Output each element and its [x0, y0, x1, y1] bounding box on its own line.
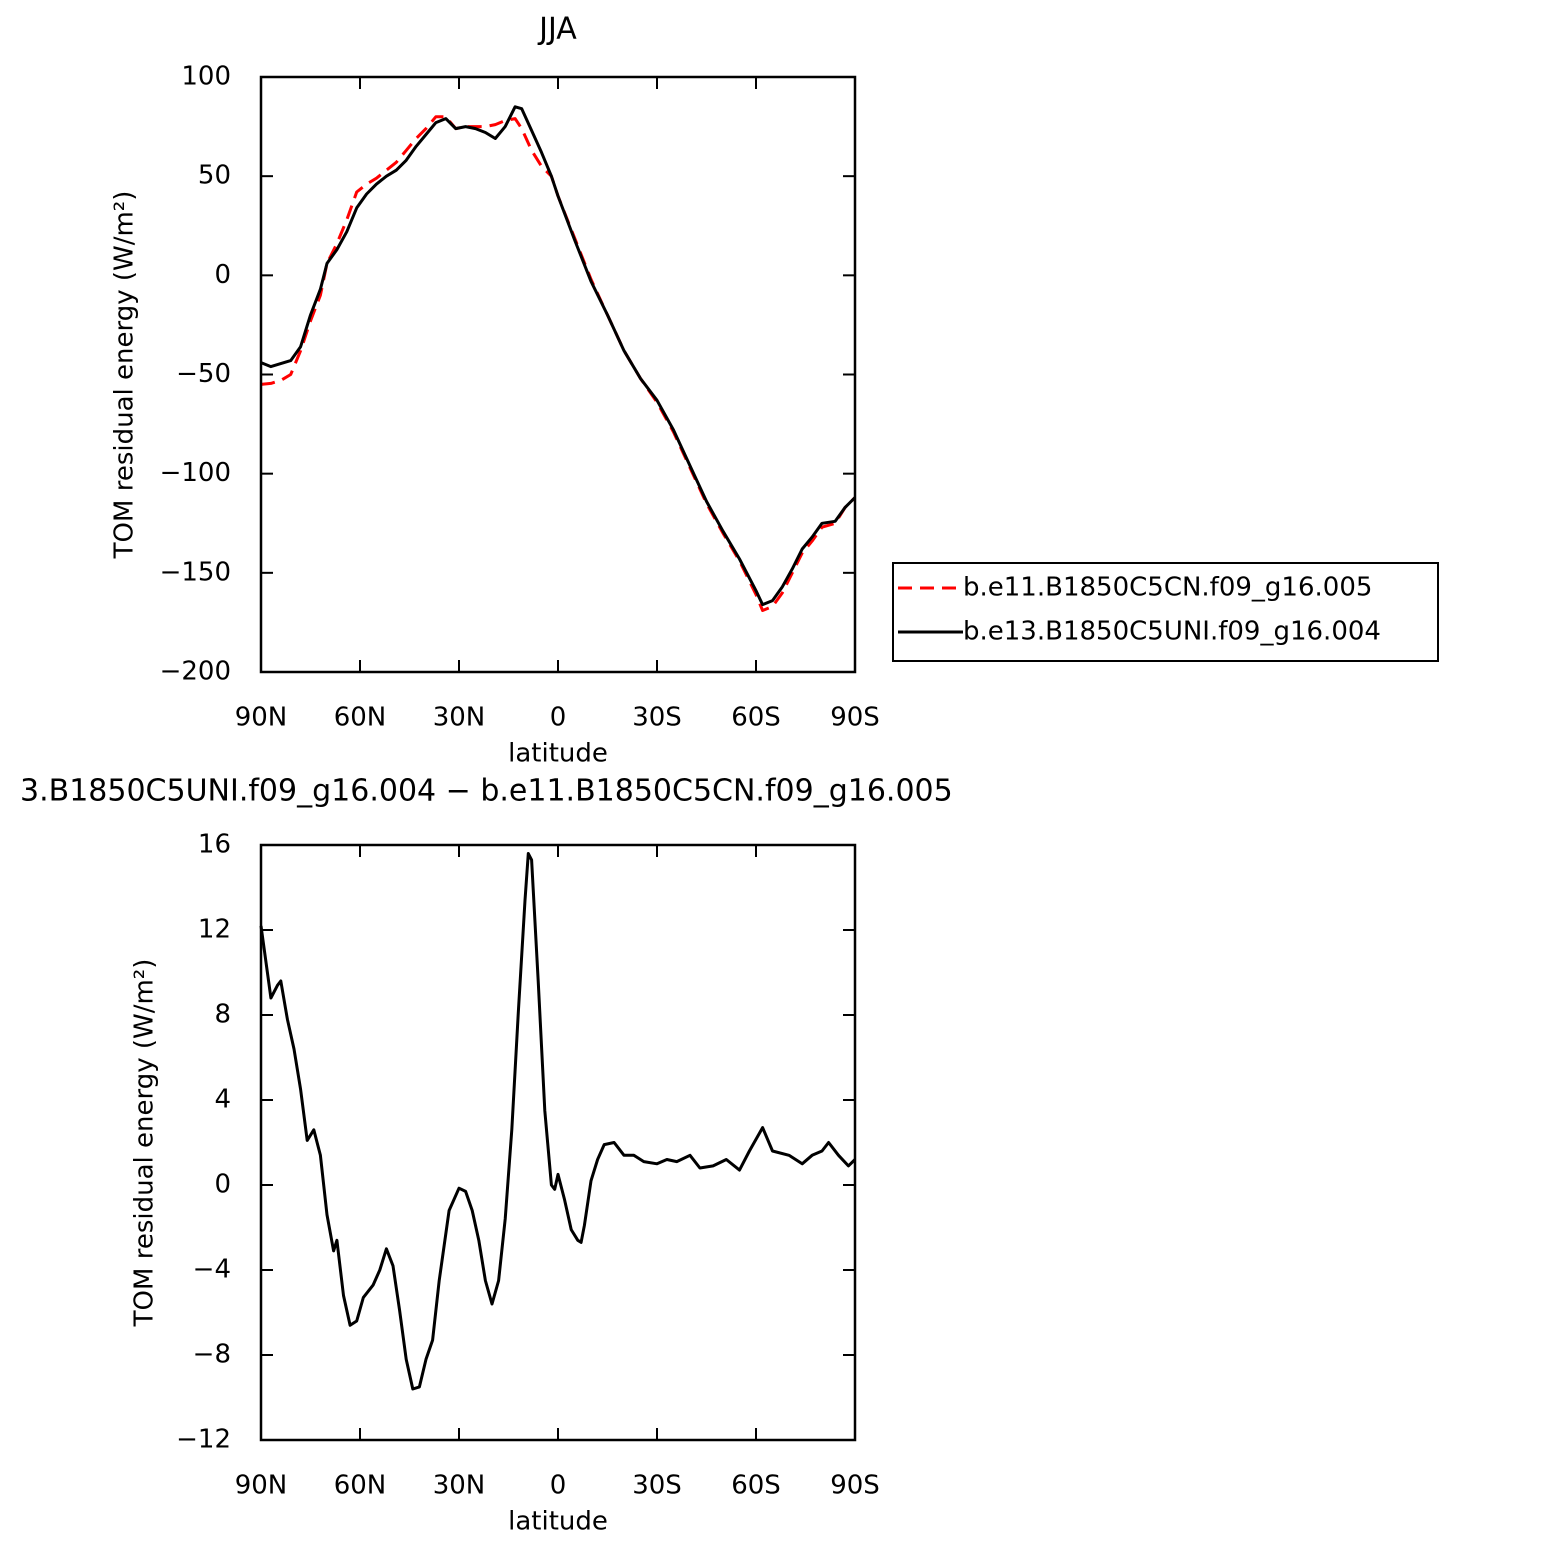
y-tick-label: −150	[160, 557, 231, 587]
data-line	[260, 105, 857, 607]
y-axis-label: TOM residual energy (W/m²)	[130, 959, 160, 1328]
y-tick-label: −200	[160, 657, 231, 687]
y-tick-label: −4	[193, 1255, 231, 1285]
x-tick-label: 30N	[433, 1471, 486, 1501]
x-tick-label: 90S	[830, 1471, 880, 1501]
legend-label: b.e13.B1850C5UNI.f09_g16.004	[963, 617, 1381, 647]
plot-frame	[259, 75, 857, 674]
x-axis-label: latitude	[508, 739, 608, 769]
x-tick-label: 90N	[235, 703, 288, 733]
y-tick-label: 16	[198, 830, 231, 860]
y-tick-label: −12	[176, 1425, 231, 1455]
y-tick-label: 12	[198, 915, 231, 945]
x-tick-label: 60N	[334, 703, 387, 733]
plot-frame	[259, 843, 857, 1442]
legend-label: b.e11.B1850C5CN.f09_g16.005	[963, 573, 1372, 603]
x-tick-label: 90S	[830, 703, 880, 733]
y-tick-label: −50	[176, 359, 231, 389]
legend-box	[892, 562, 1439, 662]
chart-title: JJA	[537, 12, 577, 47]
data-line	[260, 115, 857, 612]
x-tick-label: 30N	[433, 703, 486, 733]
y-tick-label: −8	[193, 1340, 231, 1370]
y-tick-label: 4	[214, 1085, 231, 1115]
x-tick-label: 30S	[632, 1471, 682, 1501]
y-tick-label: 8	[214, 1000, 231, 1030]
x-tick-label: 90N	[235, 1471, 288, 1501]
chart-title: 3.B1850C5UNI.f09_g16.004 − b.e11.B1850C5…	[20, 774, 953, 809]
x-tick-label: 0	[550, 1471, 567, 1501]
y-tick-label: 50	[198, 161, 231, 191]
x-tick-label: 60S	[731, 703, 781, 733]
x-tick-label: 0	[550, 703, 567, 733]
x-tick-label: 30S	[632, 703, 682, 733]
y-tick-label: −100	[160, 458, 231, 488]
y-tick-label: 0	[214, 260, 231, 290]
x-axis-label: latitude	[508, 1507, 608, 1537]
x-tick-label: 60N	[334, 1471, 387, 1501]
y-axis-label: TOM residual energy (W/m²)	[110, 191, 140, 560]
x-tick-label: 60S	[731, 1471, 781, 1501]
y-tick-label: 0	[214, 1170, 231, 1200]
data-line	[259, 852, 857, 1391]
y-tick-label: 100	[181, 62, 231, 92]
